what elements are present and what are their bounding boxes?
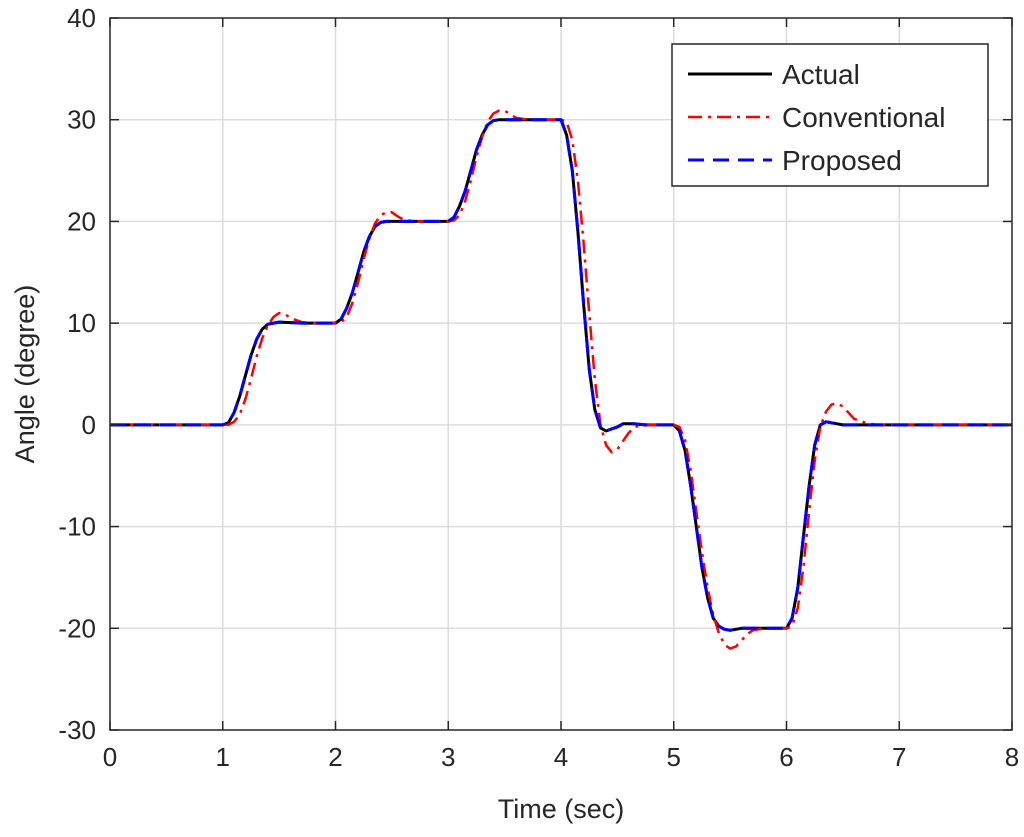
x-axis-title: Time (sec) <box>498 794 625 824</box>
x-tick-label: 1 <box>216 742 230 772</box>
y-tick-label: -30 <box>58 715 96 745</box>
y-tick-label: 10 <box>67 308 96 338</box>
x-tick-label: 0 <box>103 742 117 772</box>
y-tick-label: 0 <box>82 410 96 440</box>
legend: Actual Conventional Proposed <box>671 43 989 187</box>
legend-label-actual: Actual <box>782 59 860 90</box>
x-tick-label: 7 <box>892 742 906 772</box>
x-tick-label: 6 <box>779 742 793 772</box>
y-tick-label: -20 <box>58 613 96 643</box>
y-tick-label: -10 <box>58 512 96 542</box>
series-line-proposed <box>110 118 1012 632</box>
plot-area <box>110 109 1012 650</box>
y-tick-label: 30 <box>67 105 96 135</box>
x-tick-label: 4 <box>554 742 568 772</box>
legend-label-conventional: Conventional <box>782 102 945 133</box>
y-tick-label: 20 <box>67 206 96 236</box>
x-tick-label: 5 <box>667 742 681 772</box>
legend-label-proposed: Proposed <box>782 145 902 176</box>
x-tick-label: 8 <box>1005 742 1019 772</box>
x-tick-label: 3 <box>441 742 455 772</box>
y-axis-title: Angle (degree) <box>10 285 40 464</box>
y-tick-label: 40 <box>67 3 96 33</box>
legend-box <box>671 43 989 187</box>
x-tick-label: 2 <box>328 742 342 772</box>
axis-ticks: 0 1 2 3 4 5 6 7 8 -30 -20 -10 0 10 20 30 40 <box>58 3 1019 772</box>
